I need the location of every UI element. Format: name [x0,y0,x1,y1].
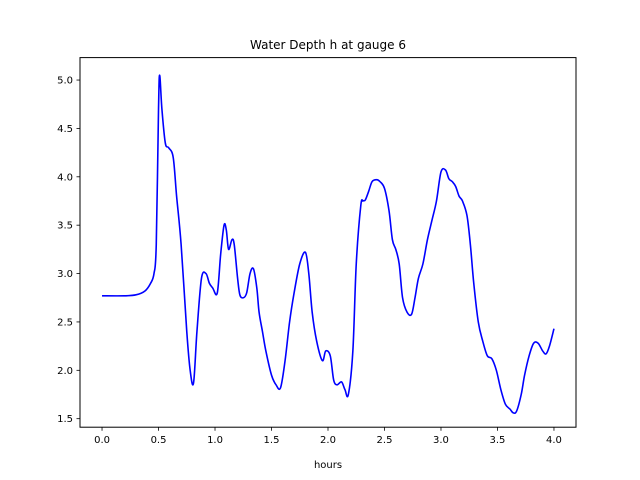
y-tick-label: 2.0 [57,366,73,377]
y-tick-label: 3.5 [57,221,73,232]
x-axis-ticks: 0.0 0.5 1.0 1.5 2.0 2.5 3.0 3.5 4.0 [94,427,562,446]
x-tick-label: 4.0 [546,435,562,446]
series-layer [102,74,555,415]
series-line [102,74,555,415]
x-tick-label: 3.5 [490,435,506,446]
x-tick-label: 0.5 [151,435,167,446]
y-tick-label: 4.5 [57,124,73,135]
y-tick-label: 2.5 [57,317,73,328]
x-tick-label: 3.0 [433,435,449,446]
y-tick-label: 4.0 [57,172,73,183]
x-tick-label: 0.0 [94,435,110,446]
x-axis-label: hours [314,460,342,471]
y-tick-label: 3.0 [57,269,73,280]
y-tick-label: 1.5 [57,414,73,425]
y-axis-ticks: 1.5 2.0 2.5 3.0 3.5 4.0 4.5 5.0 [57,76,80,425]
y-tick-label: 5.0 [57,76,73,87]
chart-title: Water Depth h at gauge 6 [250,38,406,52]
x-tick-label: 2.0 [320,435,336,446]
x-tick-label: 1.5 [264,435,280,446]
x-tick-label: 2.5 [377,435,393,446]
x-tick-label: 1.0 [207,435,223,446]
